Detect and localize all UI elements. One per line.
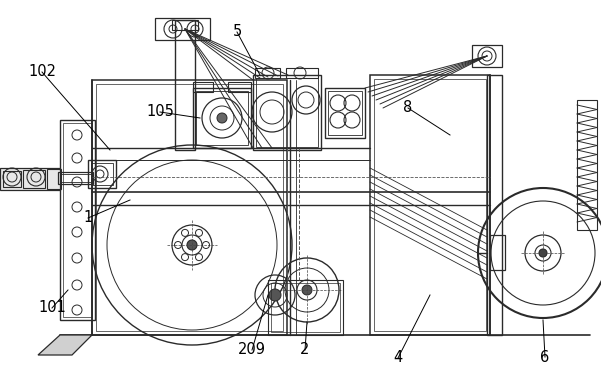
Bar xyxy=(286,68,318,78)
Text: 4: 4 xyxy=(394,351,403,366)
Text: 102: 102 xyxy=(28,65,56,79)
Bar xyxy=(172,20,198,30)
Polygon shape xyxy=(38,335,92,355)
Bar xyxy=(271,283,340,332)
Circle shape xyxy=(269,289,281,301)
Bar xyxy=(328,91,362,135)
Bar xyxy=(58,172,93,184)
Bar xyxy=(3,171,21,187)
Text: 105: 105 xyxy=(146,104,174,119)
Bar xyxy=(487,75,502,335)
Text: 101: 101 xyxy=(38,301,66,316)
Circle shape xyxy=(302,285,312,295)
Bar xyxy=(196,91,248,145)
Text: 5: 5 xyxy=(233,25,242,40)
Bar xyxy=(370,75,490,335)
Bar xyxy=(472,45,502,67)
Bar xyxy=(256,78,318,147)
Bar xyxy=(255,68,280,78)
Bar xyxy=(0,168,60,190)
Bar xyxy=(175,20,195,150)
Bar xyxy=(63,123,92,317)
Bar xyxy=(88,160,116,188)
Text: 2: 2 xyxy=(300,342,310,357)
Bar xyxy=(91,163,113,185)
Bar xyxy=(490,235,505,270)
Bar xyxy=(577,100,597,230)
Text: 8: 8 xyxy=(403,100,413,116)
Bar xyxy=(23,170,45,188)
Circle shape xyxy=(187,240,197,250)
Text: 1: 1 xyxy=(84,210,93,226)
Bar xyxy=(228,82,251,92)
Bar xyxy=(268,280,343,335)
Text: 6: 6 xyxy=(540,350,550,364)
Circle shape xyxy=(217,113,227,123)
Bar xyxy=(155,18,210,40)
Bar xyxy=(96,84,283,331)
Bar xyxy=(325,88,365,138)
Bar xyxy=(60,174,91,182)
Bar xyxy=(92,80,287,335)
Bar xyxy=(47,169,61,189)
Bar xyxy=(253,75,321,150)
Bar xyxy=(193,88,251,148)
Circle shape xyxy=(539,249,547,257)
Bar xyxy=(374,79,486,331)
Bar xyxy=(60,120,95,320)
Bar xyxy=(193,82,213,92)
Text: 209: 209 xyxy=(238,342,266,357)
